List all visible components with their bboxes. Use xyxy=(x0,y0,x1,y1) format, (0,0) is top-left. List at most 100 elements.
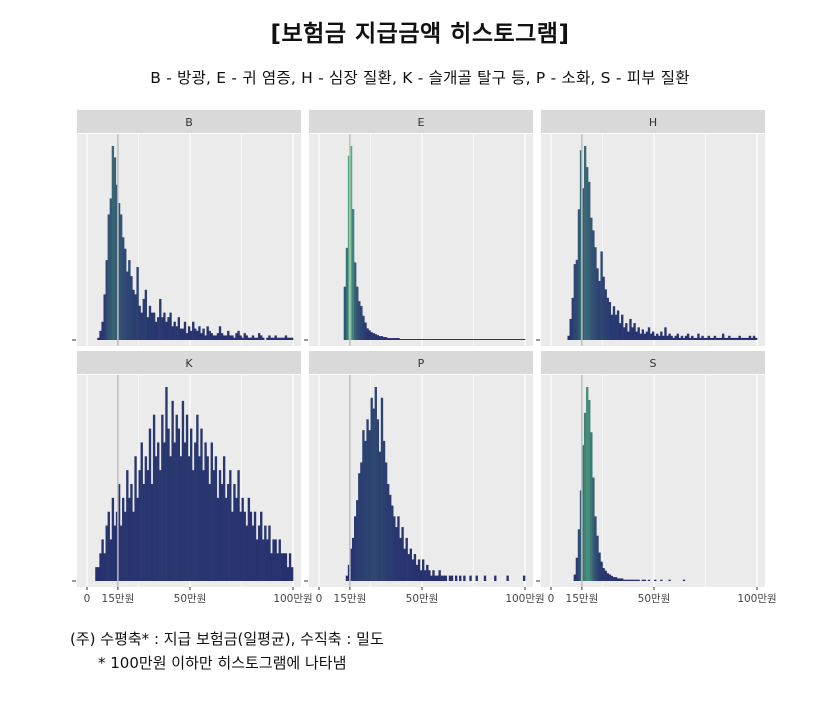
facet-panel-K: K 0 15만원 50만원 100만원 xyxy=(72,351,313,605)
histogram-bar xyxy=(175,414,178,581)
histogram-bar xyxy=(212,470,216,581)
histogram-bar xyxy=(206,326,209,340)
histogram-bar xyxy=(600,561,603,581)
histogram-bar xyxy=(187,456,191,581)
histogram-bar xyxy=(126,271,129,340)
histogram-bar xyxy=(154,456,158,581)
histogram-bar xyxy=(140,312,143,340)
plot-area xyxy=(309,375,533,587)
histogram-bar xyxy=(415,339,419,340)
histogram-bar xyxy=(494,575,497,581)
facet-strip xyxy=(77,351,301,374)
histogram-bar xyxy=(682,579,686,581)
histogram-bar xyxy=(356,286,359,340)
histogram-bar xyxy=(419,570,423,581)
chart-subtitle: B - 방광, E - 귀 염증, H - 심장 질환, K - 슬개골 탈구 … xyxy=(150,69,690,87)
histogram-bar xyxy=(618,323,622,340)
histogram-bar xyxy=(748,335,752,340)
histogram-bar xyxy=(496,339,499,340)
histogram-bar xyxy=(245,335,248,340)
histogram-bar xyxy=(450,575,454,581)
histogram-bar xyxy=(222,456,226,581)
histogram-bar xyxy=(214,335,218,340)
histogram-bar xyxy=(417,559,421,581)
histogram-bar xyxy=(487,339,491,340)
histogram-bar xyxy=(738,335,741,340)
histogram-bar xyxy=(395,527,398,581)
histogram-bar xyxy=(654,579,657,581)
histogram-bar xyxy=(169,456,172,581)
histogram-bar xyxy=(192,321,195,340)
histogram-bar xyxy=(290,337,294,340)
x-tick-label: 50만원 xyxy=(174,593,207,605)
histogram-bar xyxy=(590,217,593,340)
histogram-bar xyxy=(364,440,367,581)
histogram-bar xyxy=(380,397,384,581)
histogram-bar xyxy=(656,333,659,340)
histogram-bar xyxy=(179,328,183,340)
histogram-bar xyxy=(395,338,398,340)
histogram-bar xyxy=(602,276,605,340)
histogram-bar xyxy=(270,553,273,581)
histogram-bar xyxy=(360,462,363,581)
histogram-bar xyxy=(616,578,620,581)
histogram-bar xyxy=(347,155,351,340)
histogram-bar xyxy=(187,326,191,340)
histogram-bar xyxy=(245,525,248,581)
histogram-bar xyxy=(152,414,156,581)
histogram-bar xyxy=(161,414,164,581)
histogram-bar xyxy=(148,305,152,340)
histogram-bar xyxy=(138,470,141,581)
histogram-bar xyxy=(590,432,593,581)
histogram-bar xyxy=(746,337,750,340)
histogram-bar xyxy=(257,525,261,581)
histogram-bar xyxy=(403,548,406,581)
histogram-bar xyxy=(177,428,180,581)
histogram-bar xyxy=(649,333,653,340)
histogram-bar xyxy=(430,339,433,340)
histogram-bar xyxy=(378,451,382,581)
histogram-bar xyxy=(709,337,712,340)
histogram-bar xyxy=(579,150,583,340)
histogram-bar xyxy=(678,337,682,340)
histogram-bar xyxy=(105,260,108,340)
histogram-bar xyxy=(485,339,489,340)
histogram-bar xyxy=(583,146,587,340)
histogram-bar xyxy=(411,339,415,340)
histogram-bar xyxy=(389,338,392,340)
histogram-bar xyxy=(370,332,373,340)
histogram-bar xyxy=(577,529,581,581)
histogram-bar xyxy=(214,456,218,581)
histogram-bar xyxy=(633,323,636,340)
histogram-bar xyxy=(386,484,390,581)
histogram-bar xyxy=(185,333,189,340)
histogram-bar xyxy=(724,337,727,340)
histogram-bar xyxy=(401,527,404,581)
histogram-bar xyxy=(701,335,704,340)
histogram-bar xyxy=(251,525,255,581)
histogram-bar xyxy=(573,574,577,581)
histogram-bar xyxy=(730,337,733,340)
histogram-bar xyxy=(280,337,283,340)
histogram-bar xyxy=(372,408,375,581)
histogram-bar xyxy=(405,339,408,340)
histogram-bar xyxy=(516,339,520,340)
histogram-bar xyxy=(358,473,361,581)
histogram-bar xyxy=(243,511,246,581)
histogram-bar xyxy=(473,339,476,340)
facet-label: S xyxy=(650,357,657,370)
histogram-bar xyxy=(463,575,466,581)
histogram-bar xyxy=(732,337,735,340)
histogram-bar xyxy=(428,570,431,581)
histogram-bar xyxy=(249,337,253,340)
histogram-bar xyxy=(575,259,579,340)
histogram-bar xyxy=(600,251,603,340)
histogram-bar xyxy=(475,339,478,340)
histogram-bar xyxy=(192,470,195,581)
histogram-bar xyxy=(362,315,365,340)
histogram-bar xyxy=(241,497,244,581)
histogram-bar xyxy=(126,470,129,581)
x-tick-label: 0 xyxy=(548,593,555,605)
histogram-bar xyxy=(658,335,661,340)
histogram-bar xyxy=(284,335,288,340)
